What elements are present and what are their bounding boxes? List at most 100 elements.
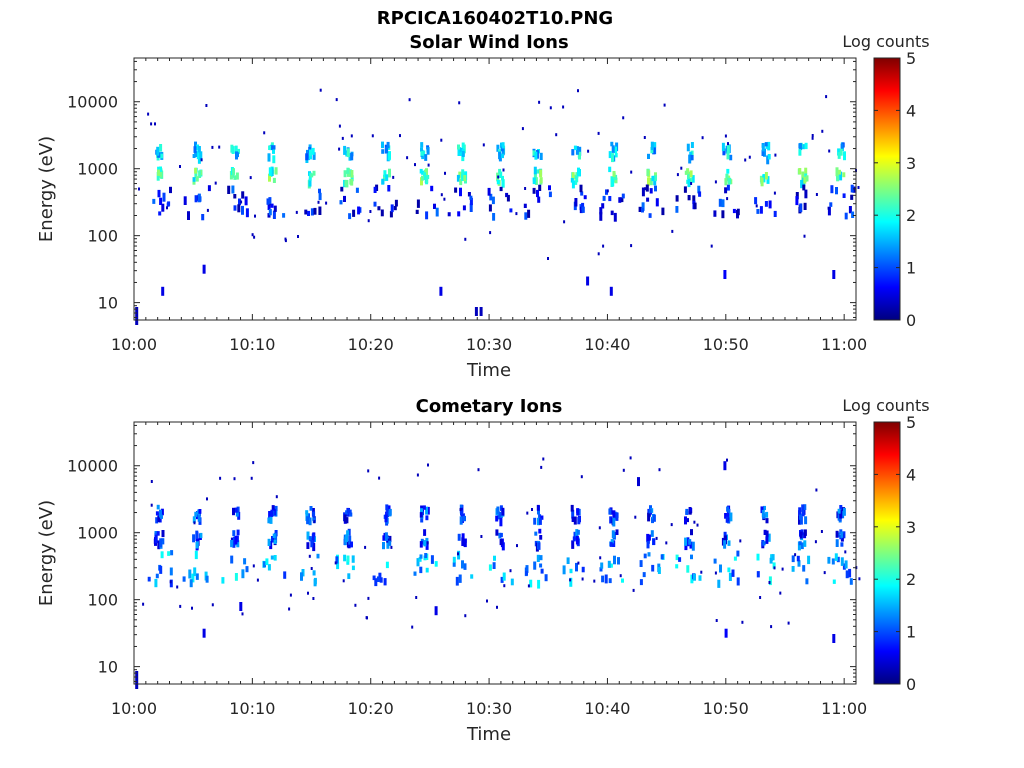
data-cell [648, 213, 652, 218]
data-cell [612, 171, 616, 177]
data-cell [501, 542, 505, 551]
data-cell [576, 508, 580, 516]
data-cell [804, 167, 808, 174]
data-cell [387, 185, 391, 192]
data-cell [686, 565, 690, 573]
data-cell [671, 229, 674, 233]
data-cell [609, 563, 613, 568]
data-cell [413, 571, 417, 576]
data-cell [581, 206, 585, 213]
data-cell [351, 565, 355, 571]
colorbar-tick-label: 4 [906, 465, 916, 484]
data-cell [641, 202, 645, 211]
data-cell [399, 134, 401, 138]
data-cell [349, 512, 353, 517]
data-cell [339, 200, 343, 205]
data-cell [232, 540, 236, 548]
data-cell [308, 554, 311, 558]
data-cell [419, 554, 423, 559]
y-tick-label: 1000 [77, 524, 118, 543]
data-cell [406, 156, 409, 160]
data-cell [685, 508, 689, 515]
data-cell [157, 515, 161, 523]
data-cell [384, 514, 388, 523]
data-cell [270, 167, 274, 176]
data-cell [388, 510, 392, 517]
data-cell [534, 177, 538, 185]
data-cell [167, 551, 171, 556]
data-cell [523, 203, 527, 208]
data-cell [461, 151, 465, 157]
data-cell [369, 210, 372, 213]
data-cell [420, 142, 424, 148]
data-cell [501, 507, 505, 516]
data-cell [828, 149, 831, 153]
data-cell [575, 146, 579, 155]
data-cell [729, 154, 733, 161]
data-cell [827, 207, 831, 216]
data-cell [689, 170, 693, 178]
data-point [439, 286, 443, 296]
data-cell [566, 557, 570, 564]
data-cell [489, 193, 493, 201]
data-cell [645, 184, 649, 192]
data-cell [499, 186, 503, 192]
data-cell [211, 145, 214, 149]
data-cell [579, 184, 583, 193]
data-cell [461, 533, 465, 541]
data-cell [536, 169, 540, 174]
data-cell [420, 177, 423, 186]
data-cell [426, 541, 429, 545]
data-cell [272, 145, 276, 150]
data-cell [347, 542, 351, 549]
data-cell [573, 145, 577, 151]
data-cell [571, 149, 575, 156]
data-cell [424, 553, 428, 559]
data-cell [501, 147, 505, 156]
data-cell [155, 573, 159, 579]
x-tick-label: 10:40 [584, 699, 630, 718]
data-cell [765, 530, 769, 538]
data-cell [756, 571, 760, 578]
data-cell [650, 141, 654, 151]
data-cell [724, 178, 728, 186]
data-cell [842, 507, 846, 516]
data-cell [605, 189, 608, 195]
data-cell [425, 211, 429, 220]
data-cell [766, 155, 770, 165]
data-cell [312, 517, 316, 524]
data-cell [348, 509, 352, 515]
data-cell [308, 517, 312, 526]
data-cell [345, 517, 349, 524]
data-cell [194, 167, 198, 174]
data-cell [690, 155, 694, 161]
data-cell [386, 509, 390, 517]
data-cell [241, 612, 244, 616]
data-cell [419, 512, 423, 518]
data-cell [598, 526, 601, 530]
data-cell [335, 556, 339, 564]
data-cell [207, 185, 211, 192]
colorbar [873, 57, 901, 321]
data-cell [160, 514, 163, 519]
data-cell [194, 511, 198, 517]
data-cell [367, 219, 370, 223]
data-cell [769, 557, 773, 564]
data-cell [313, 207, 317, 215]
data-cell [154, 122, 156, 126]
data-cell [710, 244, 713, 248]
data-cell [155, 511, 159, 516]
data-cell [214, 181, 217, 185]
data-cell [724, 134, 727, 138]
data-cell [284, 237, 287, 241]
data-cell [498, 168, 502, 174]
data-cell [197, 146, 201, 153]
data-cell [381, 149, 385, 154]
data-cell [548, 185, 551, 191]
data-cell [542, 457, 545, 461]
data-cell [267, 153, 271, 162]
panel-title: Cometary Ions [416, 396, 563, 417]
data-cell [841, 510, 845, 519]
data-cell [496, 506, 500, 514]
data-cell [606, 189, 609, 193]
